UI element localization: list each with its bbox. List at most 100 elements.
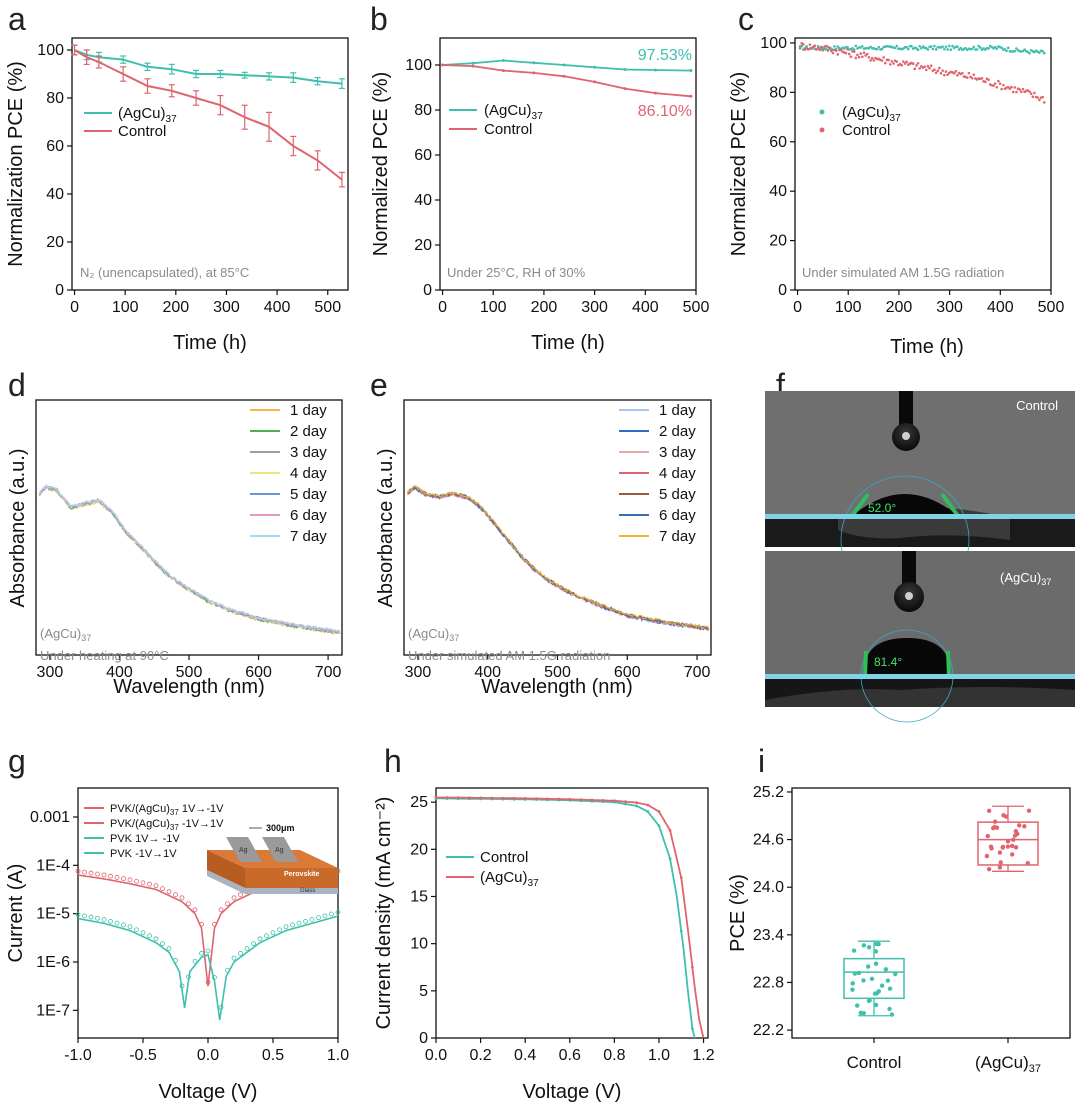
inset-electrode-label-1: Ag xyxy=(239,847,248,854)
x-tick-label-e-0: 300 xyxy=(405,664,432,681)
y-tick-label-a-4: 80 xyxy=(46,90,64,107)
scatter-point-c-1-130 xyxy=(1011,90,1015,94)
legend-b-agcu: (AgCu)37 xyxy=(484,102,543,122)
y-tick-label-b-1: 20 xyxy=(414,237,432,254)
box-point-i-0-15 xyxy=(865,964,871,969)
note-b: Under 25°C, RH of 30% xyxy=(447,265,586,280)
iv-marker-g-1-22 xyxy=(218,1005,224,1010)
scatter-point-c-1-102 xyxy=(965,76,969,79)
scatter-point-c-1-80 xyxy=(929,64,933,67)
angle-marker-right-control xyxy=(940,492,960,518)
iv-marker-g-1-14 xyxy=(166,946,172,951)
iv-marker-g-1-29 xyxy=(264,933,269,939)
inset-layer-glass: Glass xyxy=(300,888,315,894)
x-tick-label-h-6: 1.2 xyxy=(692,1047,714,1064)
panel-f: f 52.0° Control xyxy=(765,367,1075,723)
x-axis-label-e: Wavelength (nm) xyxy=(481,676,633,698)
box-point-i-0-29 xyxy=(850,981,855,986)
plot-frame-c xyxy=(794,37,1052,291)
panel-label-h: h xyxy=(384,743,402,779)
y-tick-label-h-5: 25 xyxy=(410,794,428,811)
legend-label-d-6: 7 day xyxy=(290,528,327,545)
series-point-b-1-0 xyxy=(441,63,445,67)
box-point-i-0-11 xyxy=(855,1003,860,1008)
scatter-point-c-1-141 xyxy=(1029,92,1033,96)
box-point-i-0-2 xyxy=(873,949,879,954)
box-point-i-1-21 xyxy=(985,833,990,839)
scatter-point-c-0-93 xyxy=(951,44,954,48)
iv-marker-g-1-6 xyxy=(114,920,120,926)
scatter-point-c-0-127 xyxy=(1006,46,1010,50)
scatter-point-c-0-4 xyxy=(805,44,808,48)
needle-control xyxy=(899,391,913,431)
x-tick-label-h-5: 1.0 xyxy=(648,1047,670,1064)
jv-marker-h-1-13 xyxy=(579,798,583,802)
scatter-point-c-1-121 xyxy=(997,79,1000,83)
scatter-point-c-0-43 xyxy=(869,45,872,49)
iv-marker-g-1-13 xyxy=(160,941,165,947)
inset-scale-label: 300μm xyxy=(266,823,295,833)
scatter-point-c-1-55 xyxy=(888,63,892,66)
scatter-point-c-1-39 xyxy=(862,51,866,54)
scatter-point-c-0-98 xyxy=(959,46,962,50)
y-tick-label-g-4: 0.001 xyxy=(30,809,70,826)
scatter-point-c-0-89 xyxy=(944,45,948,49)
scatter-point-c-1-142 xyxy=(1031,95,1035,99)
x-tick-label-h-4: 0.8 xyxy=(603,1047,625,1064)
legend-e: 1 day 2 day 3 day 4 day 5 day 6 day 7 day xyxy=(619,402,696,545)
scatter-point-c-1-89 xyxy=(944,70,948,73)
scatter-point-c-0-47 xyxy=(875,47,879,51)
jv-marker-h-1-11 xyxy=(557,797,561,801)
iv-marker-g-1-38 xyxy=(322,913,328,919)
iv-marker-g-1-5 xyxy=(108,918,113,924)
jv-marker-h-0-19 xyxy=(646,810,650,813)
box-point-i-0-16 xyxy=(851,948,857,953)
y-tick-label-i-4: 24.6 xyxy=(753,832,784,849)
scatter-point-c-1-113 xyxy=(983,80,987,84)
scatter-point-c-0-96 xyxy=(956,45,959,49)
jv-marker-h-1-0 xyxy=(434,796,438,799)
inset-electrode-label-2: Ag xyxy=(275,847,284,854)
baseline-control xyxy=(765,514,1075,519)
iv-marker-g-1-3 xyxy=(95,915,100,921)
jv-marker-h-1-9 xyxy=(534,797,538,801)
box-point-i-1-19 xyxy=(998,860,1003,865)
scatter-point-c-1-78 xyxy=(926,64,930,68)
panel-i: i 22.2 22.8 23.4 24.0 24.6 25.2 PCE (%) Contr… xyxy=(727,743,1071,1075)
jv-marker-h-0-18 xyxy=(635,804,639,808)
box-point-i-0-27 xyxy=(873,961,879,966)
iv-marker-g-0-11 xyxy=(147,881,152,887)
scatter-point-c-0-146 xyxy=(1038,51,1041,54)
panel-label-f: f xyxy=(776,367,785,403)
jv-marker-h-1-3 xyxy=(468,796,471,800)
iv-marker-g-0-19 xyxy=(199,921,204,927)
box-point-i-1-28 xyxy=(989,846,994,851)
legend-c-control: Control xyxy=(842,122,890,139)
panel-label-i: i xyxy=(758,743,765,779)
x-tick-label-g-3: 0.5 xyxy=(262,1047,284,1064)
scatter-point-c-0-149 xyxy=(1042,51,1046,55)
inset-perovskite-side xyxy=(207,850,245,888)
iv-marker-g-1-39 xyxy=(329,911,334,917)
scatter-point-c-1-11 xyxy=(816,46,820,50)
x-tick-label-e-3: 600 xyxy=(614,664,641,681)
scatter-point-c-1-95 xyxy=(954,70,958,73)
iv-marker-g-1-35 xyxy=(303,918,308,924)
iv-marker-g-1-27 xyxy=(251,941,256,947)
note-d: Under heating at 90°C xyxy=(40,648,169,663)
iv-marker-g-1-34 xyxy=(296,920,302,926)
inset-layer-perovskite: Perovskite xyxy=(284,871,320,878)
scatter-point-c-1-96 xyxy=(956,74,959,77)
jv-marker-h-1-7 xyxy=(512,796,516,800)
x-tick-label-b-3: 300 xyxy=(581,299,608,316)
y-tick-label-i-2: 23.4 xyxy=(753,927,784,944)
scatter-point-c-1-90 xyxy=(946,73,949,76)
scatter-point-c-1-59 xyxy=(895,60,899,63)
jv-marker-h-1-19 xyxy=(646,803,650,807)
note-c: Under simulated AM 1.5G radiation xyxy=(802,265,1004,280)
box-point-i-1-17 xyxy=(1022,824,1027,829)
scatter-point-c-1-45 xyxy=(872,59,876,62)
scatter-point-c-0-123 xyxy=(1000,46,1003,50)
